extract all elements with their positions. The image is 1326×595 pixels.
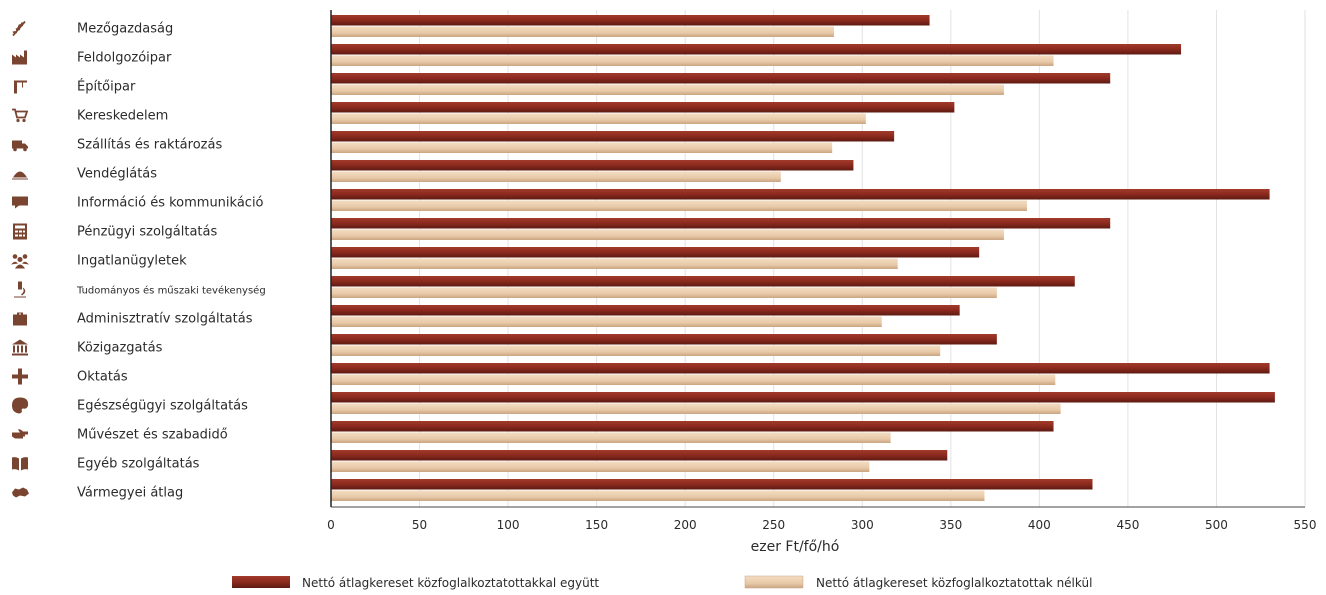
briefcase-icon — [13, 312, 27, 326]
bar-without-public-workers — [331, 374, 1056, 385]
x-axis-title: ezer Ft/fő/hó — [751, 539, 840, 555]
bar-without-public-workers — [331, 403, 1061, 414]
bar-without-public-workers — [331, 432, 891, 443]
shopping-cart-icon — [12, 108, 29, 123]
legend: Nettó átlagkereset közfoglalkoztatottakk… — [232, 575, 1092, 590]
category-label: Tudományos és műszaki tevékenység — [76, 285, 266, 297]
bar-without-public-workers — [331, 200, 1027, 211]
bar-without-public-workers — [331, 113, 866, 124]
x-tick-label: 250 — [762, 518, 785, 532]
bar-with-public-workers — [331, 73, 1111, 84]
calculator-icon — [13, 223, 27, 240]
government-building-icon — [12, 339, 28, 356]
legend-label-with-public-workers: Nettó átlagkereset közfoglalkoztatottakk… — [302, 576, 599, 590]
truck-icon — [12, 140, 28, 152]
category-label: Feldolgozóipar — [77, 51, 172, 66]
bar-with-public-workers — [331, 363, 1270, 374]
microscope-icon — [14, 281, 26, 298]
x-tick-label: 0 — [327, 518, 335, 532]
x-tick-label: 100 — [497, 518, 520, 532]
chat-bubble-icon — [12, 196, 28, 209]
x-axis — [330, 10, 1305, 508]
legend-label-without-public-workers: Nettó átlagkereset közfoglalkoztatottak … — [816, 576, 1092, 590]
category-label: Építőipar — [77, 79, 136, 95]
pointing-hand-icon — [12, 429, 28, 439]
bar-with-public-workers — [331, 218, 1111, 229]
factory-icon — [12, 50, 27, 65]
category-label: Egészségügyi szolgáltatás — [77, 399, 248, 414]
category-label: Vármegyei átlag — [77, 486, 183, 501]
bar-without-public-workers — [331, 345, 941, 356]
bar-without-public-workers — [331, 316, 882, 327]
wheat-icon — [12, 20, 26, 37]
x-tick-labels: 0 50 100 150 200 250 300 350 400 450 500 550 — [327, 518, 1316, 532]
x-tick-label: 200 — [674, 518, 697, 532]
x-tick-label: 350 — [939, 518, 962, 532]
category-label: Ingatlanügyletek — [77, 254, 187, 269]
category-label: Kereskedelem — [77, 109, 168, 124]
open-book-icon — [12, 457, 28, 471]
bar-with-public-workers — [331, 479, 1093, 490]
bar-with-public-workers — [331, 15, 930, 26]
category-label: Művészet és szabadidő — [77, 428, 228, 443]
bar-without-public-workers — [331, 55, 1054, 66]
bar-with-public-workers — [331, 44, 1182, 55]
category-icons — [11, 20, 29, 498]
x-tick-label: 450 — [1116, 518, 1139, 532]
category-label: Egyéb szolgáltatás — [77, 457, 200, 472]
bar-with-public-workers — [331, 102, 955, 113]
category-label: Közigazgatás — [77, 341, 163, 356]
bar-without-public-workers — [331, 142, 833, 153]
legend-swatch-without-public-workers — [744, 575, 804, 589]
bar-with-public-workers — [331, 247, 980, 258]
category-label: Oktatás — [77, 370, 128, 385]
category-labels: Mezőgazdaság Feldolgozóipar Építőipar Keres… — [76, 22, 266, 501]
x-tick-label: 500 — [1205, 518, 1228, 532]
category-label: Szállítás és raktározás — [77, 138, 222, 153]
cloche-icon — [12, 171, 28, 180]
bar-with-public-workers — [331, 276, 1075, 287]
bar-without-public-workers — [331, 287, 997, 298]
x-tick-label: 400 — [1028, 518, 1051, 532]
bar-with-public-workers — [331, 305, 960, 316]
county-map-icon — [12, 487, 29, 498]
bar-without-public-workers — [331, 229, 1004, 240]
crane-icon — [14, 80, 27, 94]
bar-with-public-workers — [331, 189, 1270, 200]
x-tick-label: 50 — [412, 518, 427, 532]
bar-without-public-workers — [331, 171, 781, 182]
bar-without-public-workers — [331, 461, 870, 472]
legend-swatch-with-public-workers — [232, 576, 290, 588]
bar-with-public-workers — [331, 450, 948, 461]
bar-without-public-workers — [331, 490, 985, 501]
x-tick-label: 550 — [1294, 518, 1317, 532]
category-label: Mezőgazdaság — [77, 22, 173, 37]
x-tick-label: 300 — [851, 518, 874, 532]
bar-with-public-workers — [331, 334, 997, 345]
bar-with-public-workers — [331, 392, 1275, 403]
x-tick-label: 150 — [585, 518, 608, 532]
palette-icon — [12, 397, 29, 414]
bar-without-public-workers — [331, 258, 898, 269]
bars — [331, 15, 1275, 501]
category-label: Adminisztratív szolgáltatás — [77, 312, 253, 327]
category-label: Vendéglátás — [77, 167, 157, 182]
bar-without-public-workers — [331, 84, 1004, 95]
medical-cross-icon — [12, 368, 28, 385]
category-label: Pénzügyi szolgáltatás — [77, 225, 217, 240]
bar-with-public-workers — [331, 421, 1054, 432]
bar-with-public-workers — [331, 131, 895, 142]
people-icon — [11, 254, 29, 269]
bar-without-public-workers — [331, 26, 834, 37]
bar-with-public-workers — [331, 160, 854, 171]
category-label: Információ és kommunikáció — [77, 196, 264, 211]
